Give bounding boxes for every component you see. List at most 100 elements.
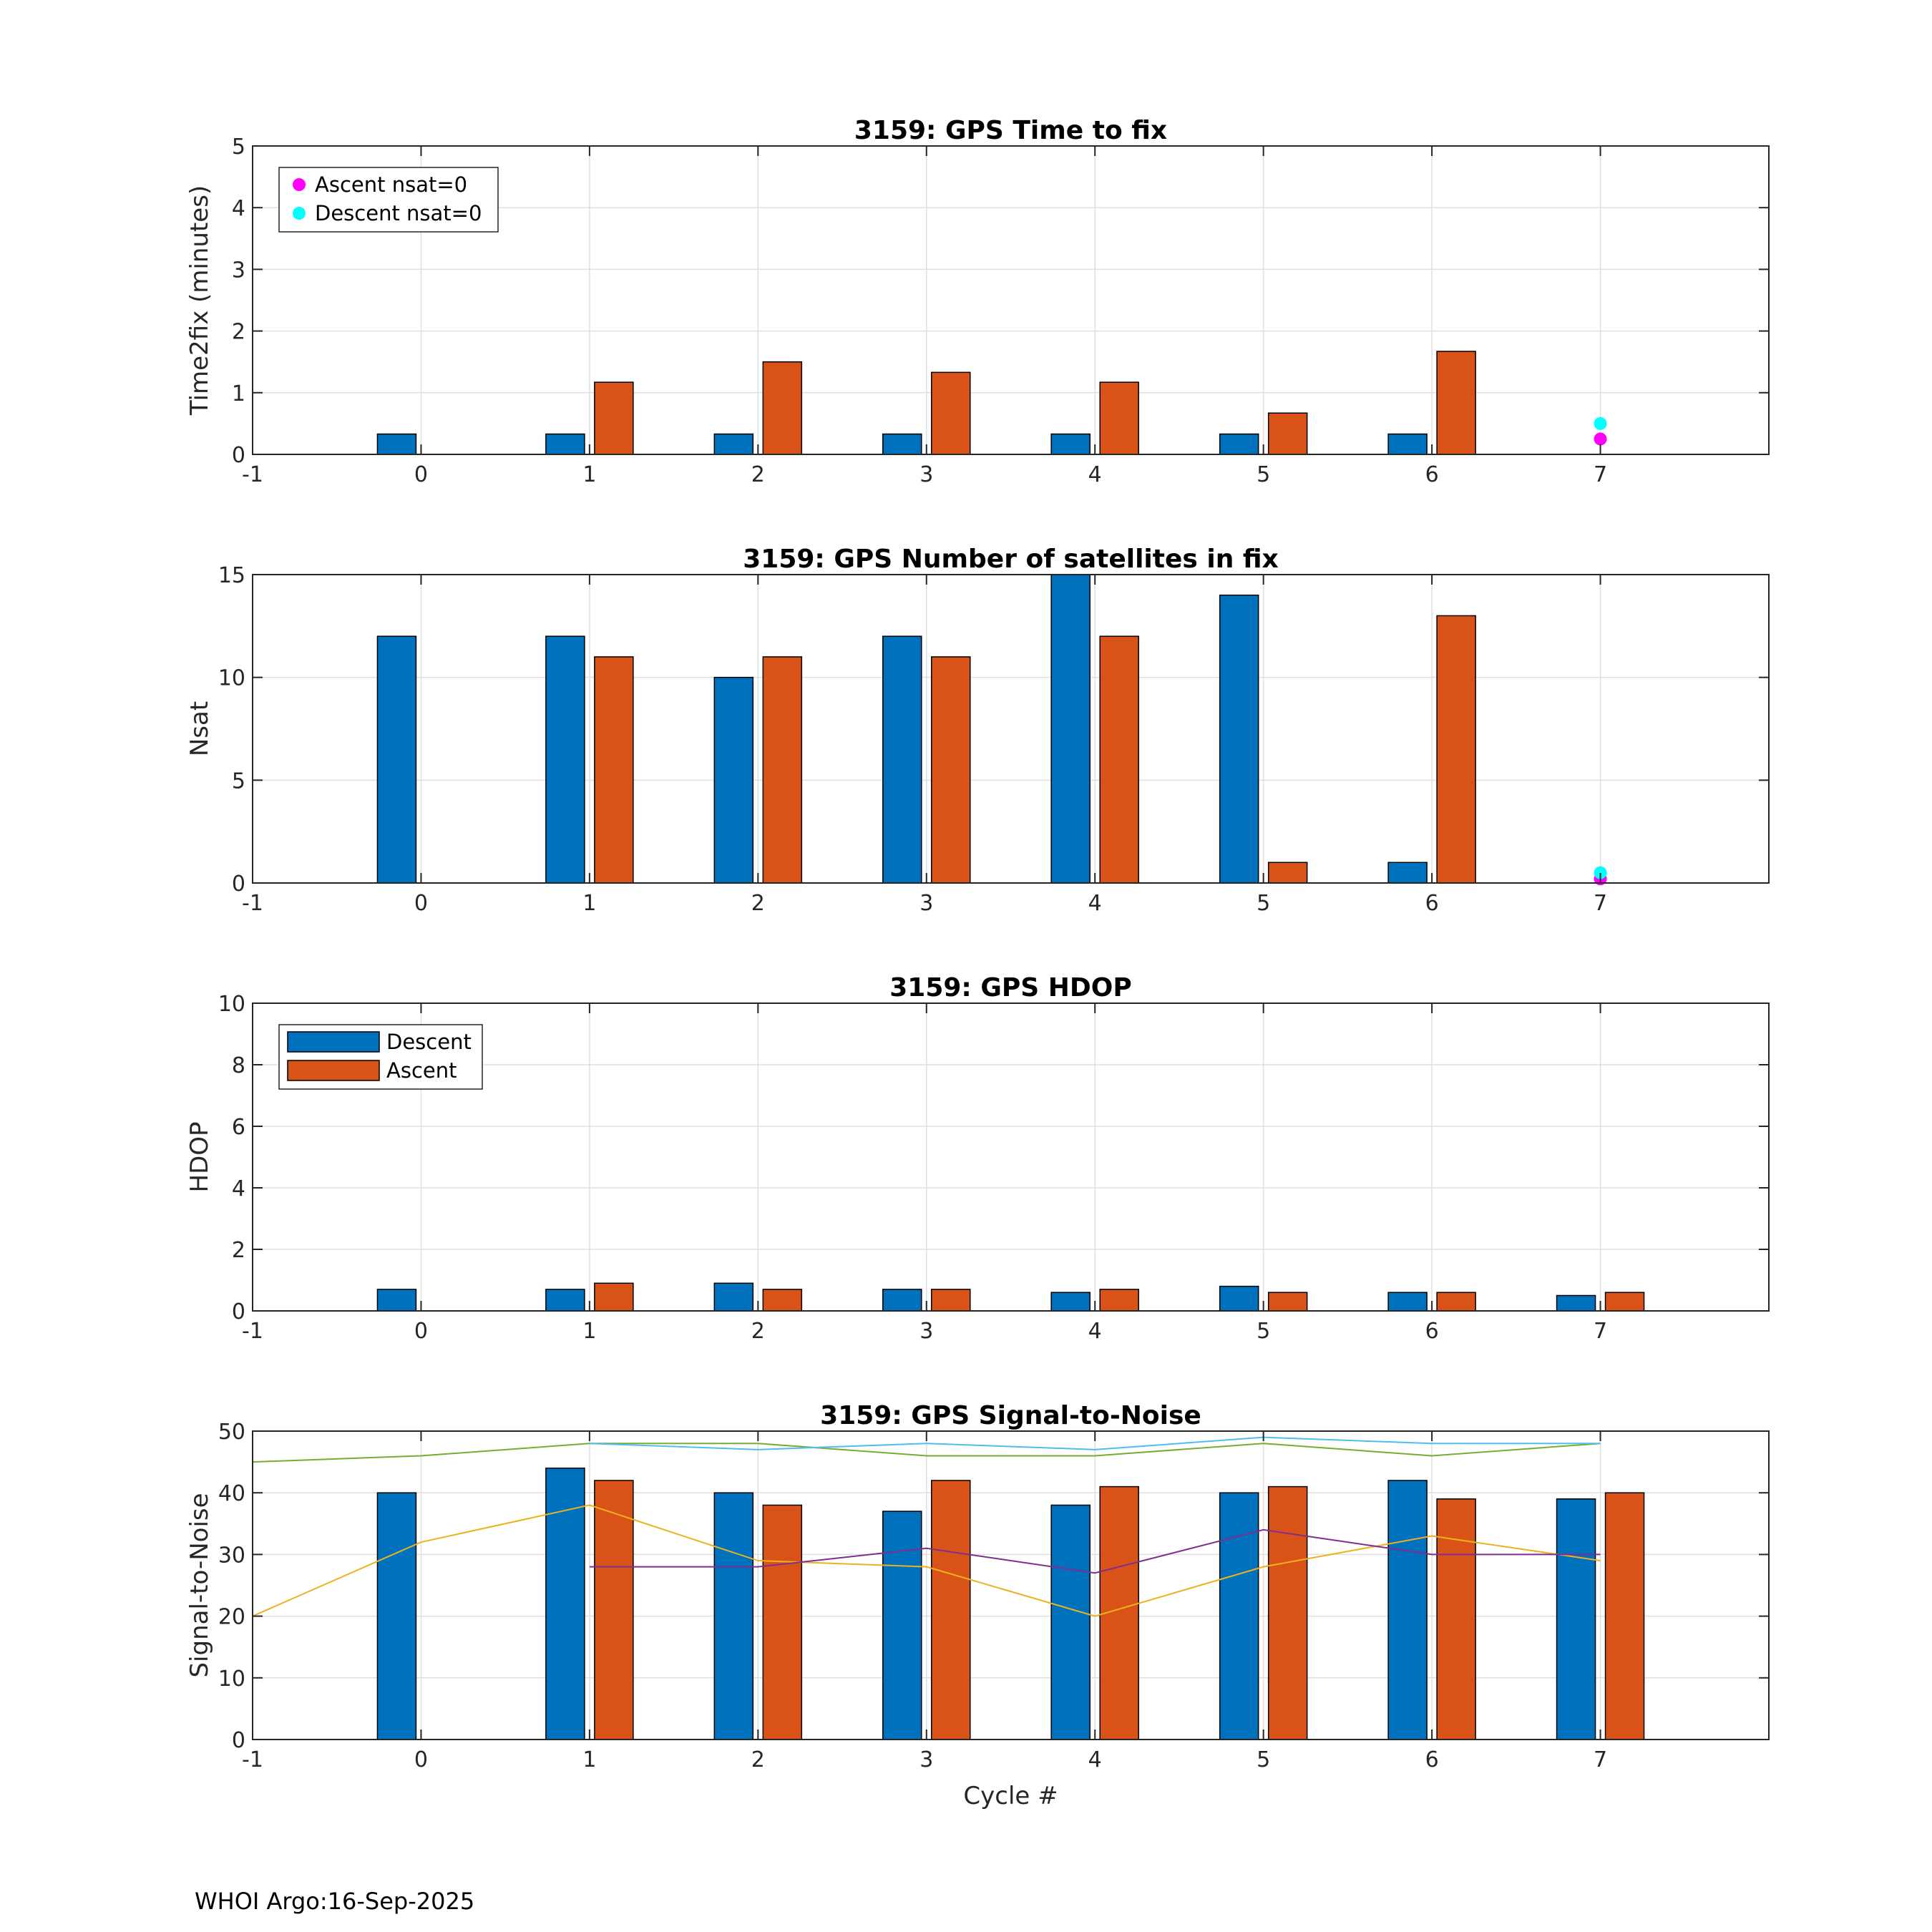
ascent-bar [762,1289,803,1312]
descent-bar [376,635,417,884]
ascent-bar [931,656,971,884]
descent-bar [713,1282,754,1312]
x-tick-label: 7 [1594,1319,1607,1344]
x-tick-label: 3 [919,891,933,916]
ascent-bar [1099,1289,1139,1312]
descent-bar [1050,1292,1091,1312]
x-tick-label: 1 [582,1747,596,1772]
y-tick-label: 0 [232,1299,245,1324]
ascent-bar [931,1289,971,1312]
y-tick-label: 6 [232,1115,245,1140]
ascent-bar [594,1282,634,1312]
descent-bar [1050,433,1091,455]
legend-label: Descent nsat=0 [315,201,482,225]
descent-bar [545,1467,585,1740]
x-axis-label: Cycle # [963,1782,1058,1810]
x-tick-label: 3 [919,1747,933,1772]
y-tick-label: 1 [232,381,245,406]
descent-nsat0-marker [1594,866,1607,879]
x-tick-label: 1 [582,462,596,487]
x-tick-label: 5 [1257,462,1270,487]
snr-line-2 [589,1436,1601,1450]
y-tick-label: 10 [218,666,245,691]
ascent-bar [1436,1498,1476,1740]
y-tick-label: 30 [218,1543,245,1568]
y-tick-label: 8 [232,1053,245,1078]
x-tick-label: 2 [751,462,765,487]
x-tick-label: -1 [242,891,263,916]
chart-title: 3159: GPS Number of satellites in fix [743,545,1279,574]
x-tick-label: -1 [242,1319,263,1344]
descent-bar [1219,1285,1259,1312]
y-tick-label: 10 [218,1667,245,1692]
ascent-bar [1099,635,1139,884]
x-tick-label: 0 [414,1747,428,1772]
chart-title: 3159: GPS HDOP [889,973,1132,1002]
y-tick-label: 40 [218,1481,245,1506]
legend-label: Descent [386,1030,472,1054]
descent-bar [882,1511,922,1740]
descent-bar [713,676,754,884]
y-tick-label: 15 [218,563,245,588]
y-tick-label: 50 [218,1420,245,1445]
descent-bar [1219,594,1259,884]
descent-nsat0-marker [1594,416,1607,430]
y-tick-label: 0 [232,1728,245,1753]
plot-area [253,1431,1769,1740]
descent-bar [1387,1480,1428,1740]
x-tick-label: 4 [1088,1319,1102,1344]
legend-descent-swatch [287,1031,380,1053]
snr-line-1 [252,1443,1601,1463]
y-tick-label: 4 [232,196,245,221]
x-tick-label: 7 [1594,1747,1607,1772]
x-tick-label: 2 [751,1319,765,1344]
ascent-bar [1267,412,1308,455]
x-tick-label: 2 [751,891,765,916]
y-tick-label: 10 [218,992,245,1017]
ascent-bar [1436,615,1476,884]
ascent-nsat0-marker [1594,432,1607,446]
x-tick-label: 6 [1425,891,1439,916]
y-tick-label: 5 [232,769,245,794]
x-tick-label: 6 [1425,462,1439,487]
ascent-bar [762,361,803,455]
y-tick-label: 0 [232,872,245,897]
x-tick-label: -1 [242,1747,263,1772]
x-tick-label: 5 [1257,891,1270,916]
ascent-bar [1267,1292,1308,1312]
ascent-bar [594,656,634,884]
snr-line-4 [589,1528,1601,1574]
x-tick-label: 7 [1594,462,1607,487]
ascent-bar [1604,1492,1645,1740]
y-axis-label: Signal-to-Noise [185,1493,214,1677]
descent-bar [1556,1294,1596,1312]
y-axis-label: Nsat [185,701,214,756]
descent-bar [882,433,922,455]
x-tick-label: 0 [414,891,428,916]
y-tick-label: 5 [232,135,245,160]
plot-area [253,575,1769,883]
chart-title: 3159: GPS Time to fix [854,116,1167,145]
y-axis-label: HDOP [185,1121,214,1192]
ascent-bar [594,1480,634,1740]
descent-bar [1556,1498,1596,1740]
descent-bar [1387,1292,1428,1312]
y-tick-label: 4 [232,1176,245,1201]
x-tick-label: 7 [1594,891,1607,916]
legend-box [278,167,499,233]
x-tick-label: -1 [242,462,263,487]
x-tick-label: 4 [1088,1747,1102,1772]
x-tick-label: 6 [1425,1319,1439,1344]
descent-bar [713,433,754,455]
x-tick-label: 6 [1425,1747,1439,1772]
y-tick-label: 20 [218,1605,245,1630]
ascent-bar [931,1480,971,1740]
axes-box [252,1002,1770,1312]
legend-ascent-swatch [287,1060,380,1081]
ascent-bar [762,656,803,884]
legend-label: Ascent [386,1058,457,1083]
